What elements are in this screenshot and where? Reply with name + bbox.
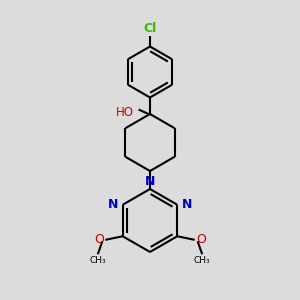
Text: O: O (94, 233, 104, 246)
Text: CH₃: CH₃ (89, 256, 106, 265)
Text: HO: HO (116, 106, 134, 119)
Text: N: N (108, 198, 118, 211)
Text: Cl: Cl (143, 22, 157, 35)
Text: O: O (196, 233, 206, 246)
Text: N: N (182, 198, 192, 211)
Text: N: N (145, 175, 155, 188)
Text: CH₃: CH₃ (194, 256, 211, 265)
